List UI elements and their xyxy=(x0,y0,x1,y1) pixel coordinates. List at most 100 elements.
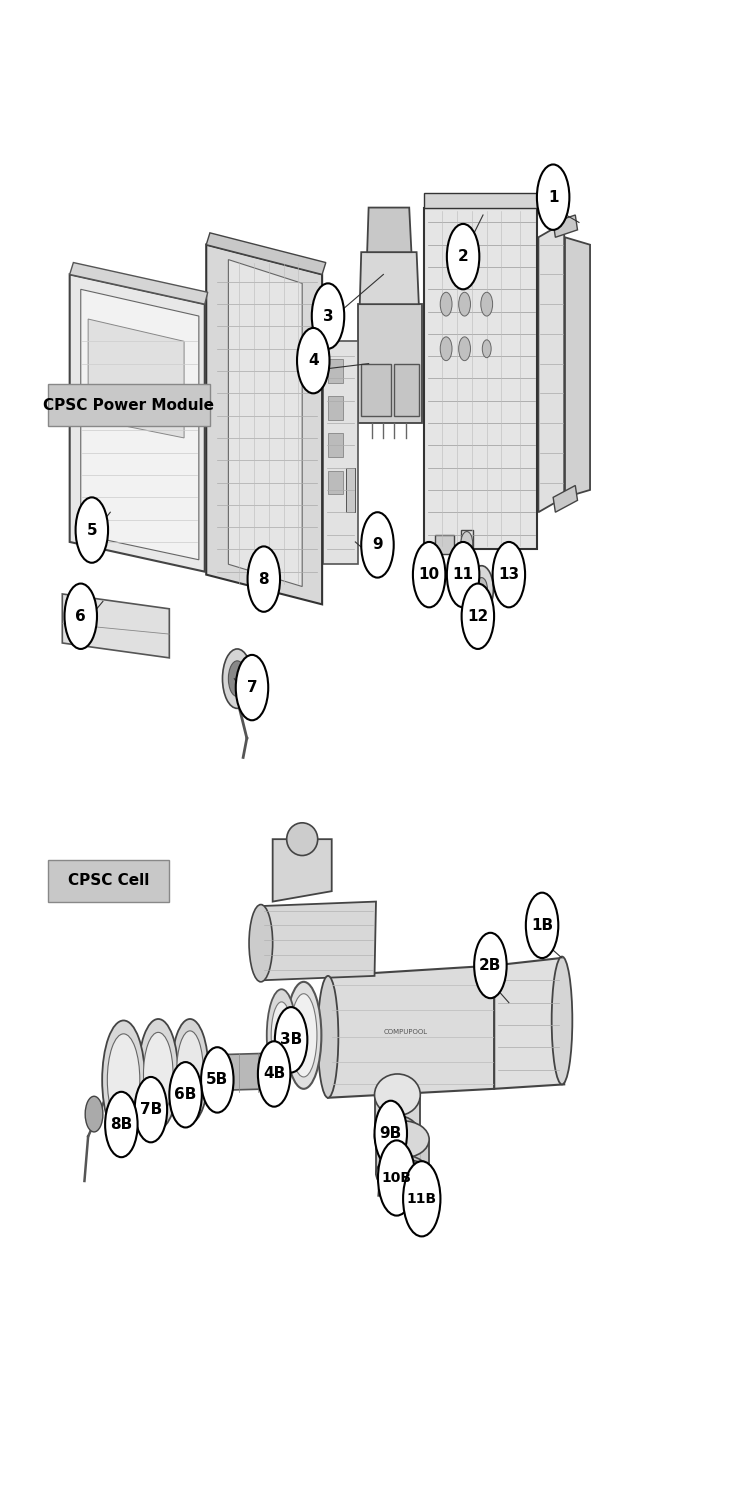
Polygon shape xyxy=(395,363,419,416)
Circle shape xyxy=(312,284,344,350)
Polygon shape xyxy=(323,342,357,564)
Ellipse shape xyxy=(286,982,321,1089)
Polygon shape xyxy=(378,1176,435,1196)
Text: 2: 2 xyxy=(458,249,468,264)
Circle shape xyxy=(413,542,445,608)
Circle shape xyxy=(476,578,487,602)
Ellipse shape xyxy=(138,1019,178,1130)
FancyBboxPatch shape xyxy=(47,384,210,426)
Ellipse shape xyxy=(271,1002,292,1070)
Circle shape xyxy=(493,542,525,608)
Ellipse shape xyxy=(376,1155,429,1192)
Polygon shape xyxy=(538,222,564,512)
Polygon shape xyxy=(206,232,326,274)
Ellipse shape xyxy=(249,904,273,983)
Ellipse shape xyxy=(317,976,338,1098)
Polygon shape xyxy=(328,966,494,1098)
Circle shape xyxy=(459,338,471,360)
Polygon shape xyxy=(229,260,302,586)
Polygon shape xyxy=(70,262,208,305)
Polygon shape xyxy=(206,244,322,604)
Ellipse shape xyxy=(290,993,317,1077)
Circle shape xyxy=(374,1101,407,1166)
Polygon shape xyxy=(367,207,411,252)
Polygon shape xyxy=(359,252,419,305)
Circle shape xyxy=(65,584,97,650)
Text: 5: 5 xyxy=(86,522,97,537)
FancyBboxPatch shape xyxy=(47,859,169,901)
Circle shape xyxy=(403,1161,441,1236)
Text: 13: 13 xyxy=(499,567,520,582)
Text: 10B: 10B xyxy=(382,1172,411,1185)
Text: 7: 7 xyxy=(247,680,257,694)
Text: 9: 9 xyxy=(372,537,383,552)
Text: 4B: 4B xyxy=(263,1066,285,1082)
Ellipse shape xyxy=(102,1020,145,1140)
Text: 8B: 8B xyxy=(111,1118,132,1132)
Circle shape xyxy=(461,531,473,555)
Text: 6: 6 xyxy=(75,609,86,624)
Text: 5B: 5B xyxy=(206,1072,229,1088)
Circle shape xyxy=(526,892,558,958)
Circle shape xyxy=(537,165,569,230)
Polygon shape xyxy=(260,902,376,981)
Polygon shape xyxy=(553,486,578,512)
Text: 2B: 2B xyxy=(479,958,502,974)
Text: 9B: 9B xyxy=(380,1126,402,1142)
Text: 3: 3 xyxy=(323,309,333,324)
Text: 1: 1 xyxy=(548,189,559,204)
Circle shape xyxy=(361,512,394,578)
Circle shape xyxy=(470,566,493,614)
Text: 6B: 6B xyxy=(174,1088,197,1102)
Polygon shape xyxy=(565,237,590,498)
Circle shape xyxy=(201,1047,234,1113)
Circle shape xyxy=(223,650,252,708)
Ellipse shape xyxy=(177,1030,203,1112)
Polygon shape xyxy=(62,594,169,658)
Circle shape xyxy=(440,292,452,316)
Polygon shape xyxy=(376,1140,429,1173)
Text: 11: 11 xyxy=(453,567,474,582)
Circle shape xyxy=(169,1062,202,1128)
Circle shape xyxy=(498,544,517,584)
Text: CPSC Cell: CPSC Cell xyxy=(68,873,149,888)
Circle shape xyxy=(229,662,246,696)
Polygon shape xyxy=(494,958,564,1089)
Circle shape xyxy=(135,1077,167,1143)
Ellipse shape xyxy=(374,1074,420,1116)
Ellipse shape xyxy=(287,824,317,855)
Polygon shape xyxy=(435,534,453,554)
Circle shape xyxy=(459,292,471,316)
Circle shape xyxy=(247,546,280,612)
Polygon shape xyxy=(328,358,343,382)
Ellipse shape xyxy=(552,957,572,1084)
Ellipse shape xyxy=(380,1160,435,1192)
Text: 7B: 7B xyxy=(140,1102,162,1118)
Ellipse shape xyxy=(376,1120,429,1158)
Polygon shape xyxy=(424,192,537,207)
Circle shape xyxy=(258,1041,290,1107)
Text: 3B: 3B xyxy=(280,1032,302,1047)
Polygon shape xyxy=(273,839,332,902)
Polygon shape xyxy=(347,468,356,512)
Circle shape xyxy=(85,1096,103,1132)
Ellipse shape xyxy=(374,1116,420,1156)
Ellipse shape xyxy=(144,1032,173,1116)
Ellipse shape xyxy=(267,990,296,1082)
Ellipse shape xyxy=(171,1019,208,1124)
Polygon shape xyxy=(70,274,205,572)
Circle shape xyxy=(378,1140,415,1215)
Polygon shape xyxy=(328,433,343,457)
Polygon shape xyxy=(424,207,537,549)
Circle shape xyxy=(76,498,108,562)
Circle shape xyxy=(105,1092,138,1156)
Polygon shape xyxy=(80,290,199,560)
Circle shape xyxy=(481,292,493,316)
Polygon shape xyxy=(357,304,422,423)
Text: 8: 8 xyxy=(259,572,269,586)
Polygon shape xyxy=(553,214,578,237)
Circle shape xyxy=(447,224,479,290)
Ellipse shape xyxy=(108,1034,140,1126)
Text: 11B: 11B xyxy=(407,1192,437,1206)
Circle shape xyxy=(440,338,452,360)
